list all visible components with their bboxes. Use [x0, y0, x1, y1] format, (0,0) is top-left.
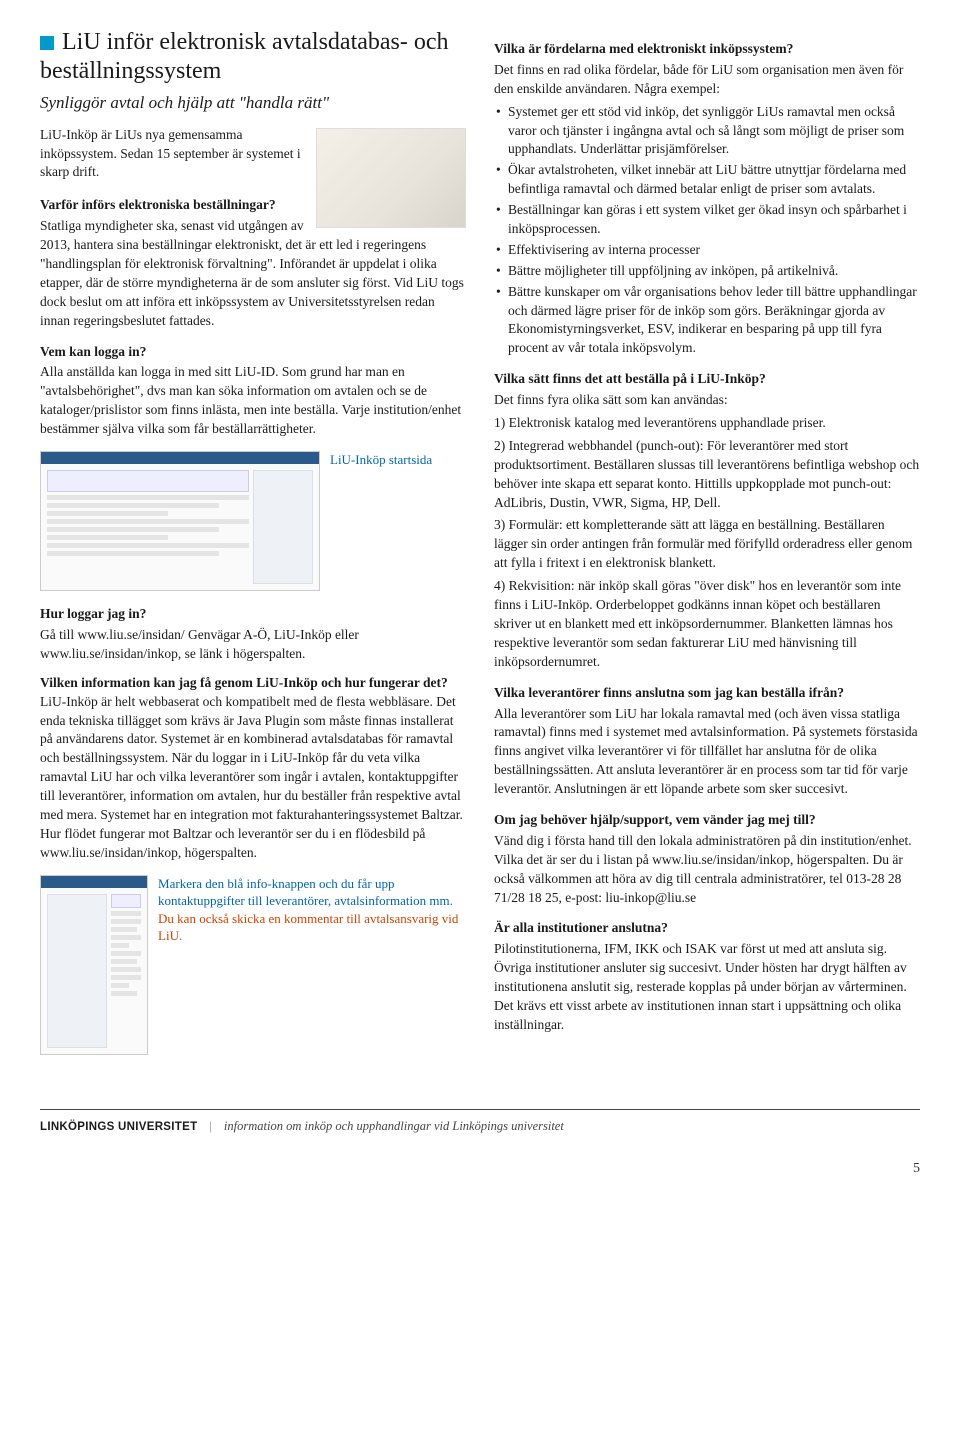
- order-way-4: 4) Rekvisition: när inköp skall göras "ö…: [494, 577, 920, 671]
- screenshot-block-startsida: LiU-Inköp startsida: [40, 451, 466, 591]
- advantage-item: Systemet ger ett stöd vid inköp, det syn…: [494, 103, 920, 160]
- page-footer: LINKÖPINGS UNIVERSITET | information om …: [40, 1109, 920, 1136]
- screenshot-startsida: [40, 451, 320, 591]
- advantages-list: Systemet ger ett stöd vid inköp, det syn…: [494, 103, 920, 359]
- subhead-advantages: Vilka är fördelarna med elektroniskt ink…: [494, 40, 920, 59]
- advantage-item: Ökar avtalstroheten, vilket innebär att …: [494, 161, 920, 199]
- footer-tagline: information om inköp och upphandlingar v…: [224, 1118, 564, 1136]
- subhead-suppliers: Vilka leverantörer finns anslutna som ja…: [494, 684, 920, 703]
- order-way-3: 3) Formulär: ett kompletterande sätt att…: [494, 516, 920, 573]
- footer-separator: |: [209, 1118, 212, 1136]
- para-why: Statliga myndigheter ska, senast vid utg…: [40, 217, 466, 330]
- order-way-1: 1) Elektronisk katalog med leverantörens…: [494, 414, 920, 433]
- screenshot-info: [40, 875, 148, 1055]
- advantage-item: Bättre möjligheter till uppföljning av i…: [494, 262, 920, 281]
- article-subtitle: Synliggör avtal och hjälp att "handla rä…: [40, 92, 466, 114]
- subhead-info-works: Vilken information kan jag få genom LiU-…: [40, 675, 448, 690]
- para-suppliers: Alla leverantörer som LiU har lokala ram…: [494, 705, 920, 799]
- advantage-item: Bättre kunskaper om vår organisations be…: [494, 283, 920, 359]
- para-all-connected: Pilotinstitutionerna, IFM, IKK och ISAK …: [494, 940, 920, 1034]
- caption-info-blue: Markera den blå info-knappen och du får …: [158, 876, 453, 909]
- advantage-item: Beställningar kan göras i ett system vil…: [494, 201, 920, 239]
- caption-info: Markera den blå info-knappen och du får …: [158, 875, 466, 945]
- para-advantages-intro: Det finns en rad olika fördelar, både fö…: [494, 61, 920, 99]
- advantage-item: Effektivisering av interna processer: [494, 241, 920, 260]
- subhead-order-ways: Vilka sätt finns det att beställa på i L…: [494, 370, 920, 389]
- para-how-login: Gå till www.liu.se/insidan/ Genvägar A-Ö…: [40, 626, 466, 664]
- caption-startsida: LiU-Inköp startsida: [330, 451, 432, 469]
- screenshot-block-info: Markera den blå info-knappen och du får …: [40, 875, 466, 1055]
- para-info-works: Vilken information kan jag få genom LiU-…: [40, 674, 466, 863]
- para-who-login: Alla anställda kan logga in med sitt LiU…: [40, 363, 466, 439]
- title-bullet-icon: [40, 36, 54, 50]
- footer-university: LINKÖPINGS UNIVERSITET: [40, 1119, 197, 1135]
- right-column: Vilka är fördelarna med elektroniskt ink…: [494, 28, 920, 1069]
- page-number: 5: [40, 1159, 920, 1179]
- body-info-works: LiU-Inköp är helt webbaserat och kompati…: [40, 694, 463, 860]
- para-support: Vänd dig i första hand till den lokala a…: [494, 832, 920, 908]
- title-text: LiU inför elektronisk avtalsdatabas- och…: [40, 29, 449, 84]
- subhead-who-login: Vem kan logga in?: [40, 343, 466, 362]
- left-column: LiU inför elektronisk avtalsdatabas- och…: [40, 28, 466, 1069]
- article-title: LiU inför elektronisk avtalsdatabas- och…: [40, 28, 466, 86]
- inline-photo-keyboard: [316, 128, 466, 228]
- subhead-how-login: Hur loggar jag in?: [40, 605, 466, 624]
- order-way-2: 2) Integrerad webbhandel (punch-out): Fö…: [494, 437, 920, 513]
- para-order-ways-intro: Det finns fyra olika sätt som kan använd…: [494, 391, 920, 410]
- subhead-all-connected: Är alla institutioner anslutna?: [494, 919, 920, 938]
- caption-info-orange: Du kan också skicka en kommentar till av…: [158, 911, 458, 944]
- subhead-support: Om jag behöver hjälp/support, vem vänder…: [494, 811, 920, 830]
